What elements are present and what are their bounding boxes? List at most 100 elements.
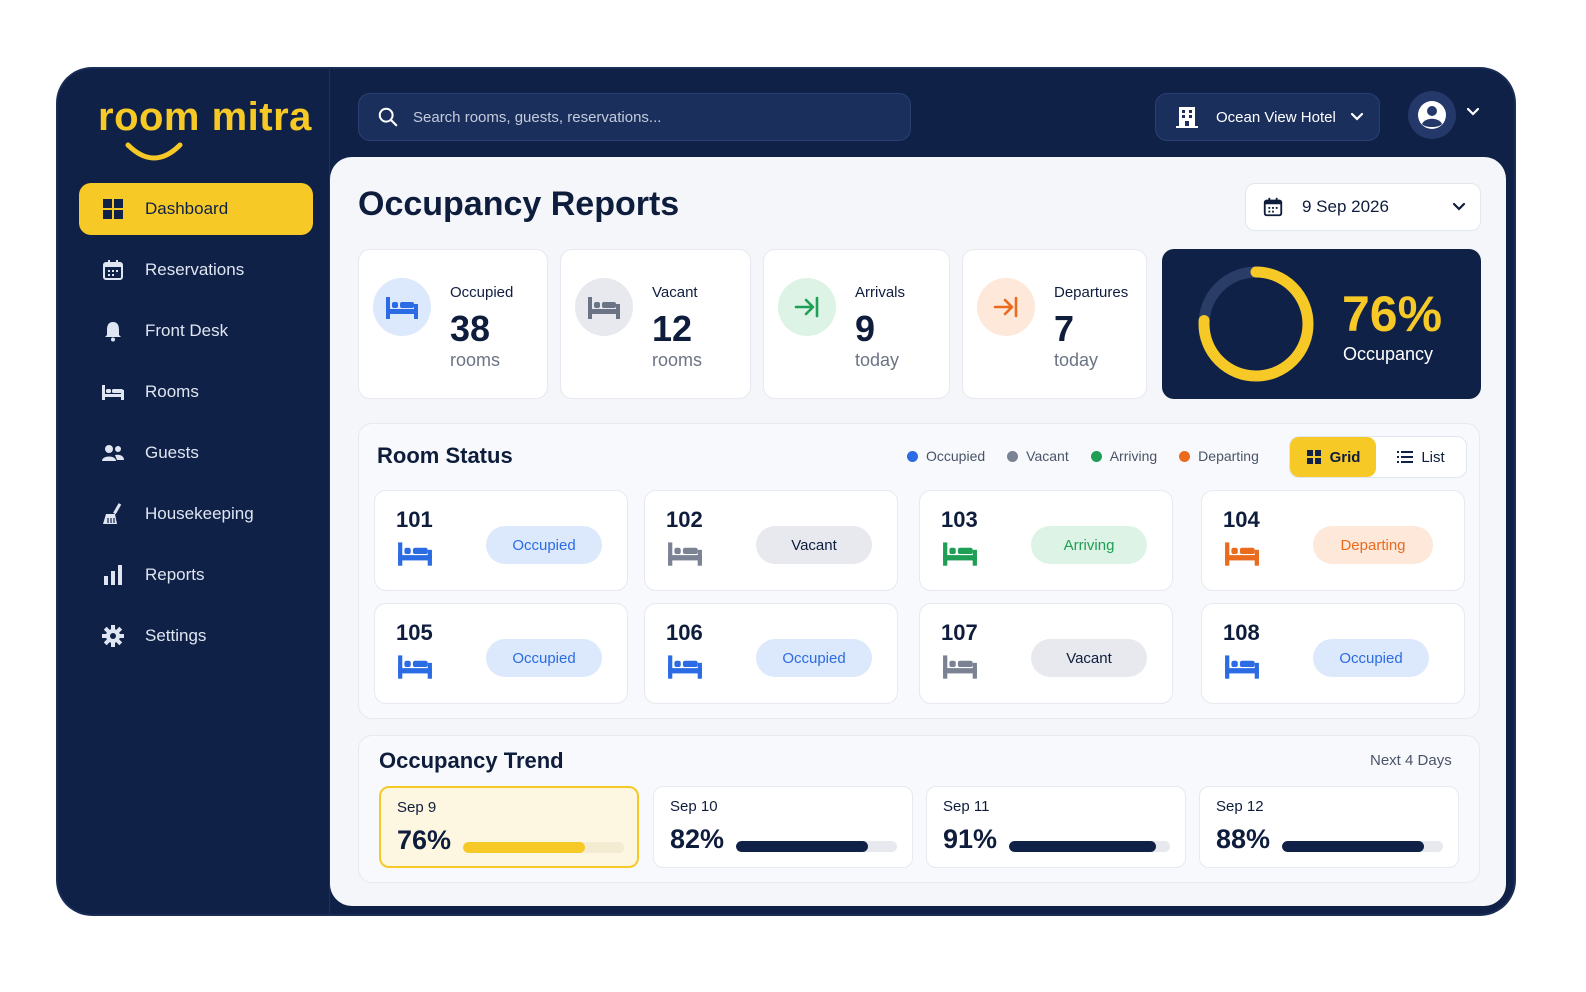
stat-unit: rooms	[652, 350, 703, 370]
sidebar: room mitra Dashboard Reservations	[58, 69, 330, 914]
trend-bar	[1282, 841, 1443, 852]
users-icon	[100, 440, 126, 466]
room-number: 104	[1223, 507, 1260, 532]
trend-bar-fill	[1282, 841, 1424, 852]
chevron-down-icon	[1350, 112, 1363, 121]
occupancy-ring	[1198, 266, 1314, 382]
sidebar-item-label: Front Desk	[145, 321, 229, 340]
room-card-106[interactable]: 106 Occupied	[644, 603, 898, 704]
list-view-label: List	[1421, 448, 1445, 466]
bed-icon	[943, 542, 977, 566]
sidebar-item-settings[interactable]: Settings	[79, 610, 313, 662]
trend-subtitle: Next 4 Days	[1370, 752, 1452, 769]
hotel-selector[interactable]: Ocean View Hotel	[1155, 93, 1380, 141]
occupancy-label: Occupancy	[1343, 344, 1434, 364]
stat-value: 9	[855, 308, 876, 349]
date-picker[interactable]: 9 Sep 2026	[1245, 183, 1481, 231]
room-card-104[interactable]: 104 Departing	[1201, 490, 1465, 591]
stat-label: Occupied	[450, 284, 514, 301]
sidebar-item-reports[interactable]: Reports	[79, 549, 313, 601]
room-number: 108	[1223, 620, 1260, 645]
sidebar-item-reservations[interactable]: Reservations	[79, 244, 313, 296]
arrival-icon	[778, 278, 836, 336]
search-bar[interactable]	[358, 93, 911, 141]
room-number: 105	[396, 620, 433, 645]
legend-label: Arriving	[1109, 448, 1158, 464]
sidebar-item-rooms[interactable]: Rooms	[79, 366, 313, 418]
trend-percent: 76%	[397, 825, 452, 855]
search-input[interactable]	[413, 108, 873, 126]
status-badge: Occupied	[756, 639, 872, 677]
trend-day-card[interactable]: Sep 11 91%	[926, 786, 1186, 868]
sidebar-nav: Dashboard Reservations Front Desk Rooms	[79, 183, 313, 671]
stat-value: 12	[652, 308, 693, 349]
broom-icon	[100, 501, 126, 527]
legend-item: Arriving	[1090, 448, 1158, 464]
legend-dot	[1007, 450, 1019, 462]
stat-value: 38	[450, 308, 491, 349]
bed-icon	[1225, 655, 1259, 679]
legend-dot	[907, 450, 918, 462]
room-number: 107	[941, 620, 978, 645]
stat-label: Arrivals	[855, 284, 906, 301]
occupancy-trend-panel: Occupancy Trend Next 4 Days Sep 9 76% Se…	[358, 735, 1480, 883]
sidebar-item-dashboard[interactable]: Dashboard	[79, 183, 313, 235]
sidebar-item-label: Rooms	[145, 382, 199, 401]
section-title: Occupancy Trend	[379, 748, 564, 773]
trend-bar	[463, 842, 624, 853]
stat-card-departures: Departures 7 today	[962, 249, 1147, 399]
sidebar-item-label: Dashboard	[145, 199, 229, 218]
occupancy-ring-progress	[1198, 266, 1314, 382]
gear-icon	[100, 623, 126, 649]
room-number: 106	[666, 620, 703, 645]
room-card-107[interactable]: 107 Vacant	[919, 603, 1173, 704]
calendar-icon	[100, 257, 126, 283]
stat-card-occupied: Occupied 38 rooms	[358, 249, 548, 399]
status-legend: Occupied Vacant Arriving Departing	[907, 448, 1281, 464]
sidebar-item-front-desk[interactable]: Front Desk	[79, 305, 313, 357]
legend-dot	[1090, 450, 1102, 462]
bed-icon	[668, 655, 702, 679]
grid-icon	[100, 196, 126, 222]
list-view-button[interactable]: List	[1376, 437, 1466, 477]
trend-day-card[interactable]: Sep 10 82%	[653, 786, 913, 868]
trend-bar	[1009, 841, 1170, 852]
sidebar-item-housekeeping[interactable]: Housekeeping	[79, 488, 313, 540]
trend-percent: 88%	[1216, 824, 1271, 854]
sidebar-item-guests[interactable]: Guests	[79, 427, 313, 479]
trend-bar	[736, 841, 897, 852]
room-card-105[interactable]: 105 Occupied	[374, 603, 628, 704]
bed-icon	[668, 542, 702, 566]
trend-day-card[interactable]: Sep 9 76%	[379, 786, 639, 868]
user-avatar[interactable]	[1408, 91, 1456, 139]
trend-date: Sep 9	[397, 799, 437, 816]
legend-item: Departing	[1179, 448, 1259, 464]
room-card-101[interactable]: 101 Occupied	[374, 490, 628, 591]
trend-percent: 82%	[670, 824, 725, 854]
status-badge: Occupied	[486, 526, 602, 564]
logo-text: room mitra	[98, 95, 312, 139]
chevron-down-icon[interactable]	[1466, 107, 1480, 117]
room-card-108[interactable]: 108 Occupied	[1201, 603, 1465, 704]
trend-date: Sep 12	[1216, 798, 1264, 815]
grid-view-button[interactable]: Grid	[1290, 437, 1376, 477]
grid-view-label: Grid	[1329, 448, 1361, 466]
user-avatar-icon	[1418, 101, 1446, 129]
bed-icon	[398, 655, 432, 679]
stat-unit: today	[1054, 350, 1099, 370]
legend-label: Departing	[1198, 448, 1259, 464]
legend-item: Vacant	[1007, 448, 1069, 464]
trend-date: Sep 10	[670, 798, 718, 815]
trend-day-card[interactable]: Sep 12 88%	[1199, 786, 1459, 868]
search-icon	[378, 107, 398, 127]
status-badge: Arriving	[1031, 526, 1147, 564]
room-card-103[interactable]: 103 Arriving	[919, 490, 1173, 591]
room-status-panel: Room Status Occupied Vacant Arriving Dep…	[358, 423, 1480, 719]
view-toggle: Grid List	[1289, 436, 1467, 478]
room-card-102[interactable]: 102 Vacant	[644, 490, 898, 591]
chevron-down-icon	[1452, 202, 1466, 211]
building-icon	[1176, 107, 1198, 128]
sidebar-item-label: Reservations	[145, 260, 245, 279]
grid-icon	[1306, 450, 1321, 464]
bed-icon	[1225, 542, 1259, 566]
